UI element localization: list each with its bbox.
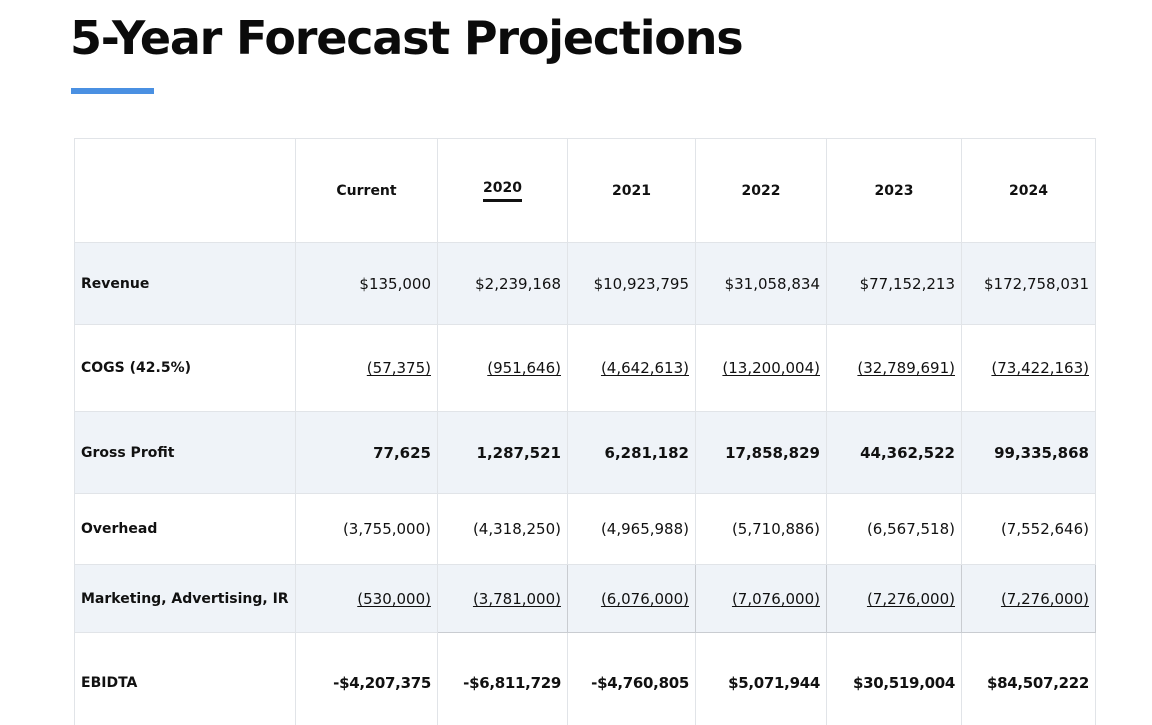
- table-cell: (6,567,518): [826, 493, 962, 565]
- table-cell: 99,335,868: [961, 411, 1096, 494]
- table-cell: $10,923,795: [567, 242, 696, 325]
- header-cell-current[interactable]: Current: [295, 138, 438, 243]
- table-cell: $77,152,213: [826, 242, 962, 325]
- table-cell: 1,287,521: [437, 411, 568, 494]
- header-cell-2021[interactable]: 2021: [567, 138, 696, 243]
- table-cell: $2,239,168: [437, 242, 568, 325]
- table-cell: (73,422,163): [961, 324, 1096, 412]
- table-cell: 77,625: [295, 411, 438, 494]
- table-row-ebidta: EBIDTA -$4,207,375 -$6,811,729 -$4,760,8…: [74, 632, 1096, 725]
- table-row-gross-profit: Gross Profit 77,625 1,287,521 6,281,182 …: [74, 411, 1096, 494]
- table-cell: 44,362,522: [826, 411, 962, 494]
- table-cell: (57,375): [295, 324, 438, 412]
- table-cell: $31,058,834: [695, 242, 827, 325]
- forecast-table: Current 2020 2021 2022 2023 2024 Revenue…: [74, 138, 1096, 725]
- table-cell: (7,276,000): [826, 564, 962, 633]
- table-cell: (7,076,000): [695, 564, 827, 633]
- title-accent-rule: [71, 88, 154, 94]
- row-label: EBIDTA: [74, 632, 296, 725]
- table-cell: (4,642,613): [567, 324, 696, 412]
- table-cell: (3,781,000): [437, 564, 568, 633]
- row-label: COGS (42.5%): [74, 324, 296, 412]
- table-cell: 17,858,829: [695, 411, 827, 494]
- table-row-cogs: COGS (42.5%) (57,375) (951,646) (4,642,6…: [74, 324, 1096, 412]
- table-cell: $172,758,031: [961, 242, 1096, 325]
- header-row: Current 2020 2021 2022 2023 2024: [74, 138, 1096, 243]
- row-label: Marketing, Advertising, IR: [74, 564, 296, 633]
- table-cell: (7,276,000): [961, 564, 1096, 633]
- table-cell: (3,755,000): [295, 493, 438, 565]
- table-cell: (7,552,646): [961, 493, 1096, 565]
- table-cell: (13,200,004): [695, 324, 827, 412]
- table-cell: (951,646): [437, 324, 568, 412]
- table-cell: -$6,811,729: [437, 632, 568, 725]
- table-cell: $30,519,004: [826, 632, 962, 725]
- table-cell: 6,281,182: [567, 411, 696, 494]
- table-cell: (4,965,988): [567, 493, 696, 565]
- table-cell: (32,789,691): [826, 324, 962, 412]
- table-row-revenue: Revenue $135,000 $2,239,168 $10,923,795 …: [74, 242, 1096, 325]
- page-title: 5-Year Forecast Projections: [70, 11, 744, 65]
- header-cell-2023[interactable]: 2023: [826, 138, 962, 243]
- table-cell: $5,071,944: [695, 632, 827, 725]
- table-cell: (4,318,250): [437, 493, 568, 565]
- table-cell: $135,000: [295, 242, 438, 325]
- table-cell: $84,507,222: [961, 632, 1096, 725]
- table-cell: (530,000): [295, 564, 438, 633]
- table-row-overhead: Overhead (3,755,000) (4,318,250) (4,965,…: [74, 493, 1096, 565]
- header-cell-2020[interactable]: 2020: [437, 138, 568, 243]
- table-cell: -$4,207,375: [295, 632, 438, 725]
- table-cell: (5,710,886): [695, 493, 827, 565]
- row-label: Revenue: [74, 242, 296, 325]
- table-row-marketing: Marketing, Advertising, IR (530,000) (3,…: [74, 564, 1096, 633]
- header-cell-2022[interactable]: 2022: [695, 138, 827, 243]
- row-label: Gross Profit: [74, 411, 296, 494]
- table-cell: (6,076,000): [567, 564, 696, 633]
- table-cell: -$4,760,805: [567, 632, 696, 725]
- header-cell-2024[interactable]: 2024: [961, 138, 1096, 243]
- row-label: Overhead: [74, 493, 296, 565]
- header-cell-label: [74, 138, 296, 243]
